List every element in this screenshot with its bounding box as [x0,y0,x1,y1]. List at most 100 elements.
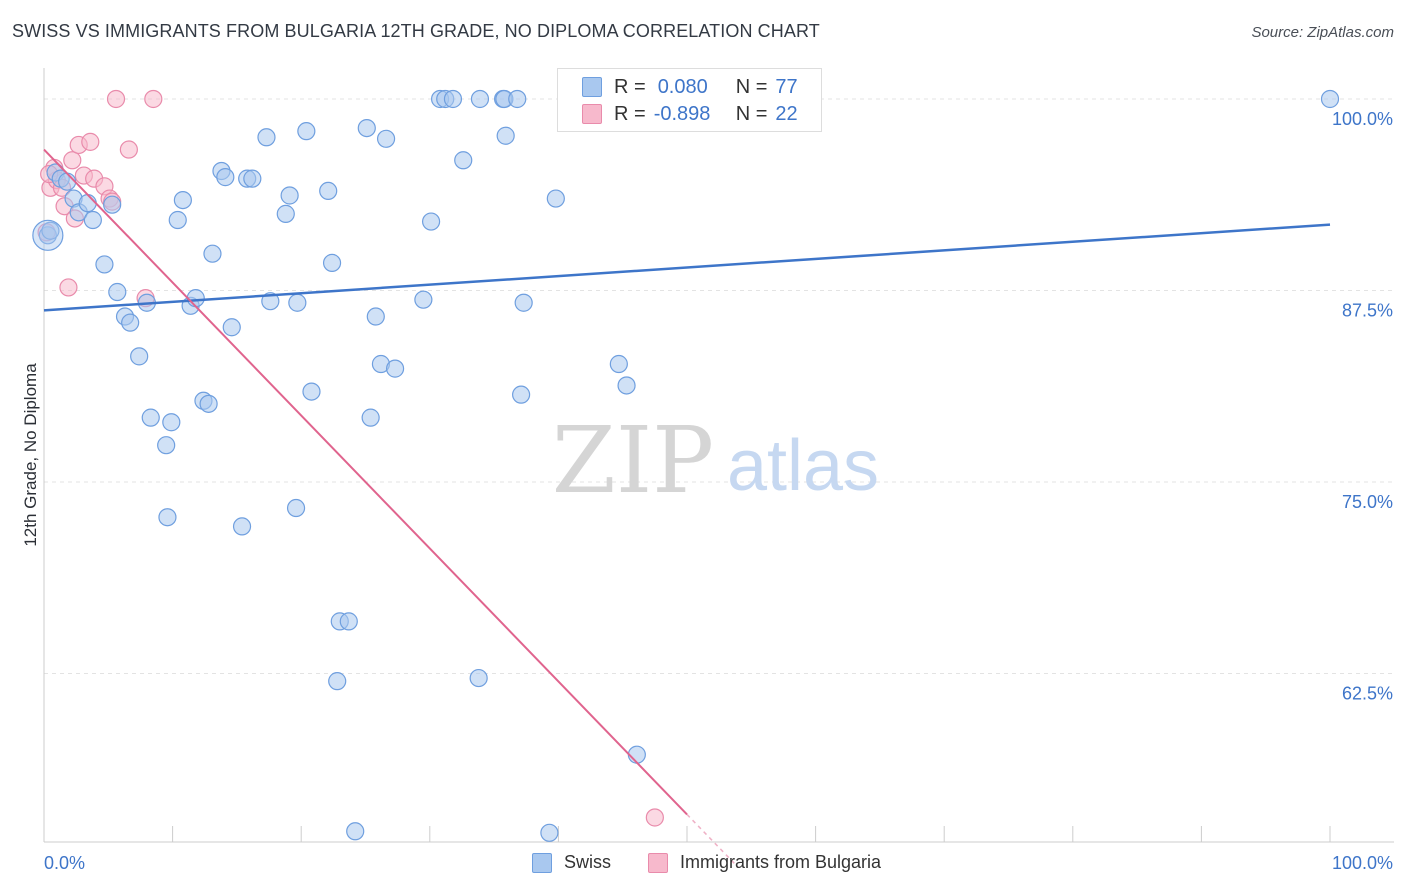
swiss-point [443,89,463,109]
swiss-point [121,313,140,332]
swiss-point [470,89,490,109]
swiss-point [357,118,376,138]
swiss-point [617,376,636,395]
bulgaria-swatch [648,852,668,873]
bulgaria-swatch [582,104,602,124]
bulgaria-point [144,89,163,109]
swiss-point [297,122,316,141]
r-label: R = [614,102,646,125]
r-value: -0.898 [653,102,711,125]
bulgaria-point [81,132,100,151]
swiss-point-large [32,219,64,251]
swiss-point [366,307,385,326]
swiss-point [339,612,358,631]
swiss-point [322,253,342,273]
swiss-point [512,385,531,404]
watermark: ZIP atlas [552,407,879,514]
swiss-point [454,151,473,170]
swiss-point [514,293,533,312]
y-axis-label: 12th Grade, No Diploma [21,363,40,547]
y-tick-label: 87.5% [1342,300,1393,320]
swiss-point [95,255,114,274]
legend-item-bulgaria[interactable]: Immigrants from Bulgaria [648,852,881,873]
swiss-point [609,354,628,374]
swiss-point [232,517,252,536]
swiss-point [141,408,160,427]
swiss-point [328,672,347,691]
swiss-point [319,181,338,200]
swiss-point [280,186,299,205]
bulgaria-point [119,140,138,159]
swiss-point [376,129,396,148]
swiss-point [346,822,365,841]
swiss-point [108,282,127,302]
swiss-point [130,347,149,366]
swiss-point [162,413,181,432]
n-label: N = [735,75,768,98]
swiss-point [186,289,205,308]
x-tick-label: 0.0% [44,853,85,873]
trend-lines [43,148,1331,869]
swiss-point [83,210,102,230]
swiss-point [288,293,307,312]
swiss-point [469,668,488,688]
swiss-point [41,221,60,240]
stats-row-bulgaria: R = -0.898 N = 22 [582,100,798,128]
swiss-swatch [582,77,602,97]
watermark-atlas: atlas [727,426,879,506]
swiss-swatch [532,852,552,873]
tick-labels: 100.0% 87.5% 75.0% 62.5% 0.0% 100.0% [44,109,1393,873]
swiss-point [1320,89,1340,109]
swiss-point [158,508,177,527]
swiss-point [58,172,77,191]
swiss-point [496,126,515,145]
swiss-point [157,436,176,455]
stats-row-swiss: R = 0.080 N = 77 [582,73,798,101]
n-label: N = [735,102,768,125]
swiss-point [199,394,218,413]
stats-legend: R = 0.080 N = 77 R = -0.898 N = 22 [557,68,822,132]
swiss-point [257,128,276,147]
watermark-zip: ZIP [552,407,714,514]
swiss-point [222,318,241,337]
swiss-point [627,745,646,764]
swiss-point [546,189,565,208]
n-value: 77 [775,75,798,98]
swiss-point [243,169,262,188]
bulgaria-point [645,808,664,827]
y-tick-label: 100.0% [1332,109,1393,129]
x-tick-label: 100.0% [1332,853,1393,873]
y-tick-label: 75.0% [1342,492,1393,512]
swiss-point [361,408,380,427]
swiss-point [216,168,235,187]
series-legend: Swiss Immigrants from Bulgaria [0,852,1406,878]
bulgaria-trend-line [43,148,688,816]
bulgaria-point [59,278,78,297]
swiss-point [414,290,433,309]
swiss-point [78,194,97,213]
r-label: R = [614,75,646,98]
swiss-point [286,498,306,518]
swiss-point [421,212,441,231]
swiss-point [276,204,295,223]
legend-label-swiss: Swiss [564,852,612,872]
y-tick-label: 62.5% [1342,683,1393,703]
legend-label-bulgaria: Immigrants from Bulgaria [680,852,882,872]
swiss-trend-line [43,223,1331,312]
swiss-point [508,89,527,109]
bulgaria-point [106,89,126,109]
legend-item-swiss[interactable]: Swiss [532,852,611,873]
swiss-point [302,382,321,401]
chart-title: SWISS VS IMMIGRANTS FROM BULGARIA 12TH G… [12,21,820,41]
r-value: 0.080 [657,75,708,98]
swiss-point [261,292,280,311]
swiss-point [203,244,222,263]
swiss-point [103,195,122,214]
swiss-point [540,823,559,842]
swiss-point [173,190,192,210]
swiss-point [385,359,405,378]
source-label: Source: ZipAtlas.com [1251,24,1394,41]
bulgaria-point [63,151,82,170]
swiss-point [168,210,187,230]
